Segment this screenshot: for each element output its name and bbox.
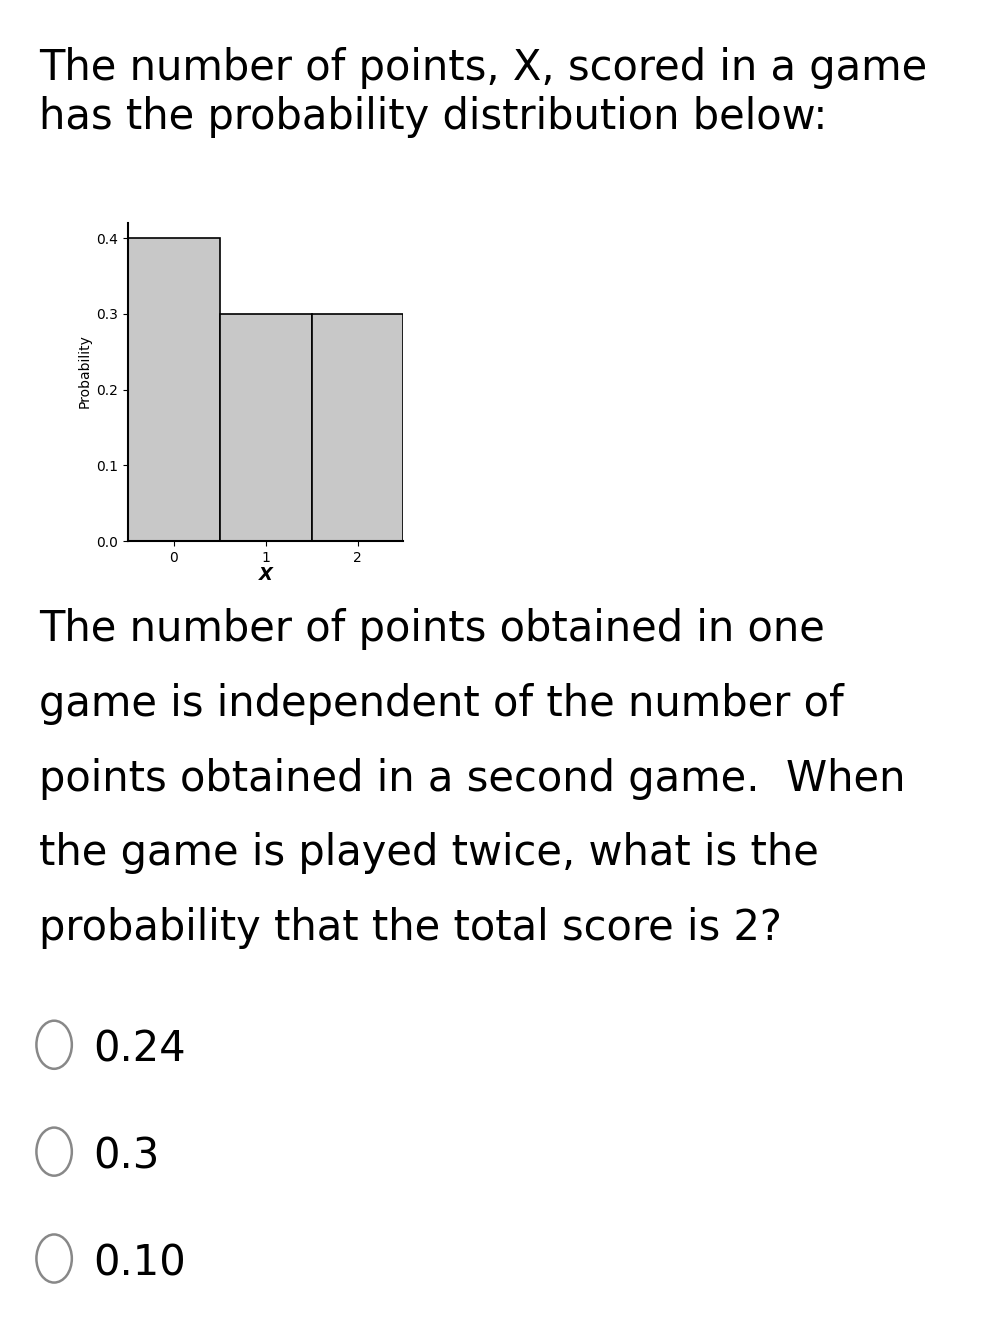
Y-axis label: Probability: Probability: [78, 334, 92, 407]
Text: The number of points obtained in one: The number of points obtained in one: [39, 608, 826, 649]
Bar: [312, 314, 403, 541]
Text: The number of points, X, scored in a game: The number of points, X, scored in a gam…: [39, 47, 928, 88]
Text: 0.3: 0.3: [93, 1136, 159, 1177]
Bar: [219, 314, 312, 541]
Text: points obtained in a second game.  When: points obtained in a second game. When: [39, 758, 906, 799]
X-axis label: X: X: [259, 566, 273, 584]
Text: 0.10: 0.10: [93, 1242, 186, 1284]
Text: has the probability distribution below:: has the probability distribution below:: [39, 96, 828, 138]
Bar: [128, 238, 219, 541]
Text: the game is played twice, what is the: the game is played twice, what is the: [39, 832, 820, 874]
Text: 0.24: 0.24: [93, 1029, 186, 1070]
Text: probability that the total score is 2?: probability that the total score is 2?: [39, 907, 782, 949]
Text: game is independent of the number of: game is independent of the number of: [39, 683, 844, 724]
